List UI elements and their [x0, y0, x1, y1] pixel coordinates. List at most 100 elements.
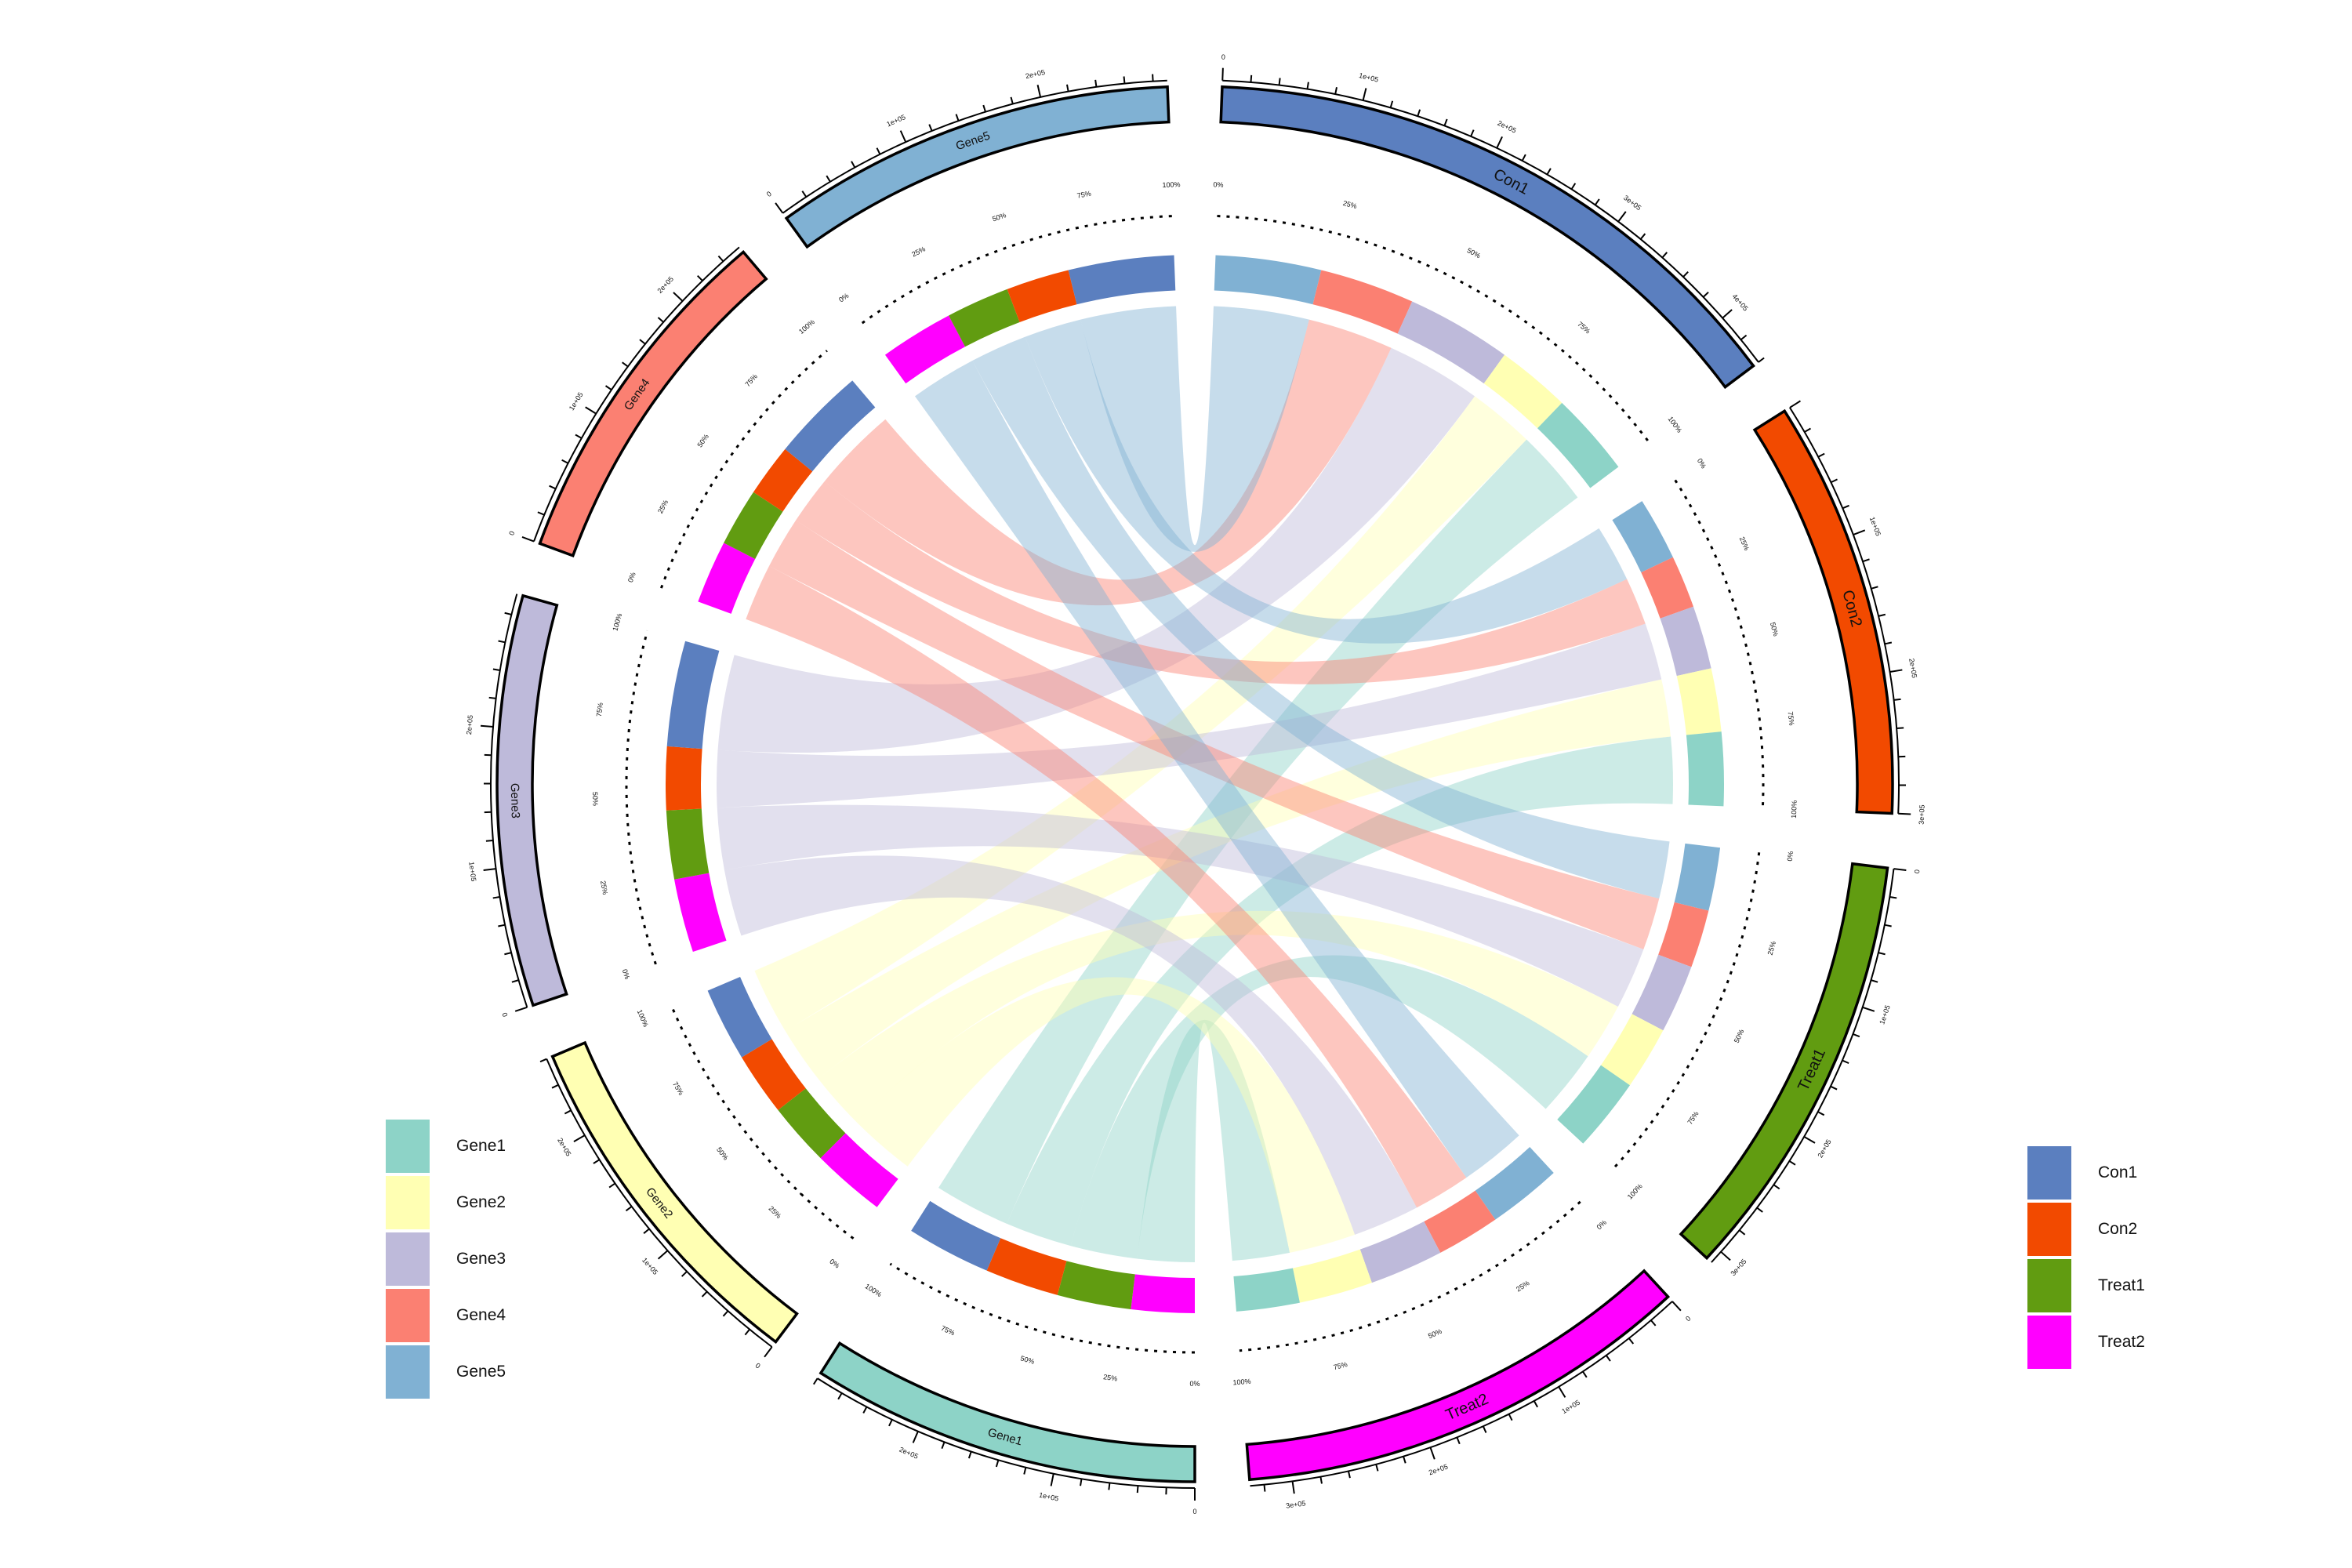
- percent-label: 50%: [1427, 1327, 1443, 1340]
- axis-tick: [1722, 309, 1733, 319]
- axis-tick-label: 2e+05: [1428, 1463, 1449, 1477]
- segment-gene3-treat2: [674, 873, 727, 953]
- axis-tick: [657, 1250, 669, 1260]
- axis-tick: [1334, 87, 1338, 95]
- sector-band-gene3: [495, 593, 568, 1007]
- axis-tick: [826, 175, 831, 183]
- chord-con2-gene4: [796, 481, 1646, 684]
- percent-label: 75%: [743, 372, 759, 388]
- axis-tick-label: 1e+05: [641, 1256, 659, 1276]
- axis-tick: [1152, 74, 1154, 82]
- axis-tick-label: 0: [1913, 869, 1922, 874]
- axis-tick: [1594, 198, 1600, 205]
- legend-swatch: [2027, 1259, 2071, 1312]
- sector-band-gene5: [784, 85, 1171, 249]
- segment-treat1-gene3: [1632, 954, 1692, 1031]
- axis-tick: [1347, 1471, 1351, 1479]
- axis-tick: [1817, 452, 1825, 458]
- segment-gene3-con2: [665, 746, 702, 811]
- percent-label: 25%: [767, 1204, 782, 1220]
- legend-item-con2: Con2: [2027, 1201, 2145, 1258]
- axis-tick: [561, 459, 569, 464]
- axis-tick: [1830, 1085, 1838, 1091]
- axis-arc-treat1: [1711, 868, 1895, 1263]
- sector-band-treat1: [1679, 862, 1889, 1261]
- percent-label: 75%: [595, 702, 604, 717]
- axis-tick-label: 0: [1221, 53, 1225, 61]
- gene-legend: Gene1 Gene2 Gene3 Gene4 Gene5: [386, 1118, 506, 1400]
- axis-tick: [498, 640, 506, 644]
- percent-label: 50%: [591, 792, 599, 806]
- axis-tick: [1889, 896, 1897, 899]
- axis-tick: [744, 1328, 750, 1336]
- axis-tick: [1853, 529, 1866, 535]
- axis-tick-label: 1e+05: [1868, 516, 1882, 537]
- axis-tick: [1842, 1059, 1849, 1065]
- axis-tick: [928, 124, 933, 132]
- axis-tick-label: 0: [507, 530, 516, 536]
- segment-gene4-treat2: [698, 543, 756, 614]
- percent-label: 50%: [695, 433, 710, 448]
- stacked-segment-ring: [665, 255, 1724, 1313]
- axis-tick: [1508, 1414, 1513, 1421]
- axis-tick: [967, 1451, 972, 1459]
- legend-swatch: [386, 1176, 430, 1229]
- axis-tick: [1605, 1355, 1611, 1362]
- chord-con2-gene1: [1007, 736, 1673, 1247]
- axis-tick-label: 3e+05: [1918, 804, 1926, 825]
- axis-arc-gene4: [533, 246, 740, 542]
- axis-tick: [657, 317, 664, 323]
- percent-label: 0%: [1786, 851, 1795, 862]
- segment-gene2-con1: [707, 977, 772, 1058]
- axis-tick: [941, 1441, 946, 1450]
- segment-gene2-treat2: [820, 1133, 898, 1207]
- axis-tick: [1817, 1111, 1825, 1116]
- percent-label: 100%: [864, 1282, 884, 1298]
- axis-tick: [1375, 1464, 1379, 1472]
- axis-arc-gene5: [782, 79, 1167, 214]
- percent-track-gene2: [670, 1005, 855, 1240]
- axis-tick: [622, 361, 629, 368]
- axis-tick-label: 0: [754, 1361, 762, 1370]
- axis-tick-label: 1e+05: [885, 113, 906, 128]
- segment-treat2-gene3: [1359, 1221, 1441, 1283]
- axis-tick-label: 3e+05: [1729, 1258, 1748, 1278]
- axis-tick: [697, 274, 703, 281]
- percent-track-gene3: [625, 630, 657, 965]
- chord-treat2-gene5: [915, 361, 1519, 1178]
- axis-tick-label: 2e+05: [1816, 1138, 1832, 1159]
- axis-tick: [1403, 1456, 1406, 1464]
- axis-tick: [1417, 109, 1421, 117]
- axis-tick: [1853, 1033, 1860, 1038]
- axis-tick-label: 2e+05: [465, 715, 474, 735]
- percent-label: 100%: [1667, 415, 1684, 434]
- percent-label: 50%: [1019, 1354, 1035, 1366]
- segment-con1-gene4: [1312, 270, 1413, 334]
- chord-con2-gene2: [785, 679, 1671, 1079]
- axis-tick-label: 2e+05: [1907, 658, 1918, 679]
- percent-label: 0%: [1696, 457, 1708, 470]
- axis-tick: [1878, 952, 1886, 956]
- axis-tick: [812, 1377, 818, 1385]
- percent-label: 100%: [1790, 800, 1798, 818]
- legend-label: Gene1: [456, 1137, 506, 1155]
- percent-label: 25%: [910, 245, 927, 258]
- axis-tick: [1443, 118, 1448, 126]
- axis-tick: [955, 114, 960, 122]
- percent-label: 50%: [715, 1145, 730, 1161]
- axis-tick-label: 1e+05: [1560, 1399, 1581, 1416]
- axis-tick: [1871, 586, 1878, 590]
- axis-tick: [498, 924, 506, 927]
- segment-gene4-con2: [753, 448, 813, 512]
- axis-tick: [1362, 88, 1367, 101]
- axis-tick: [1094, 79, 1098, 87]
- axis-tick: [851, 161, 856, 169]
- axis-tick: [1470, 129, 1475, 137]
- axis-tick: [1639, 233, 1646, 240]
- percent-label: 25%: [1103, 1373, 1118, 1382]
- segment-gene5-con1: [1068, 255, 1176, 305]
- segment-con2-gene4: [1641, 557, 1693, 619]
- axis-tick: [537, 511, 545, 516]
- segment-gene4-treat1: [724, 492, 783, 559]
- axis-tick: [1889, 669, 1903, 673]
